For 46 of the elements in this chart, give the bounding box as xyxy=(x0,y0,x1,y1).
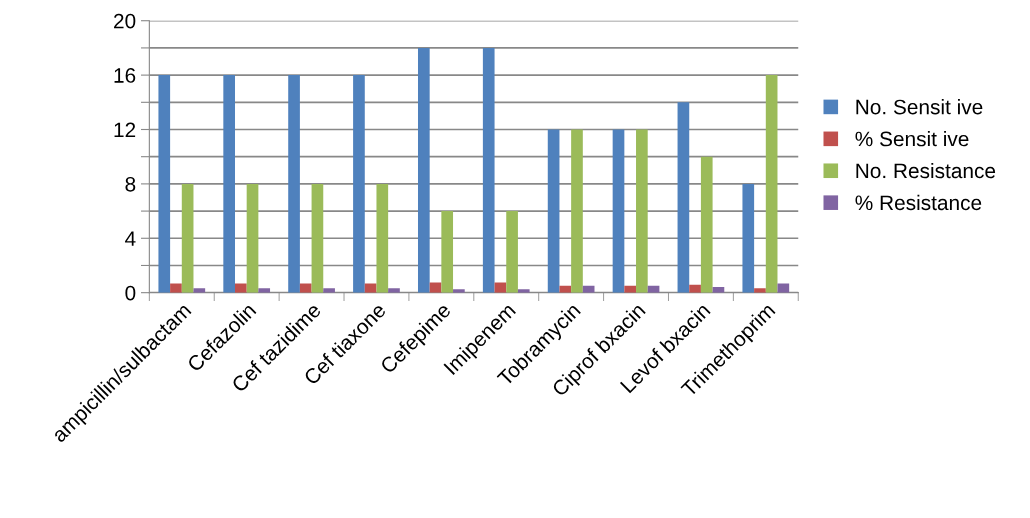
bar xyxy=(246,183,259,293)
bar xyxy=(754,288,766,293)
bar xyxy=(612,129,625,293)
y-tick-label: 16 xyxy=(114,68,136,83)
bar xyxy=(158,75,171,293)
legend-label: No. Sensit ive xyxy=(856,99,983,115)
bar xyxy=(624,285,637,293)
bar xyxy=(258,288,271,293)
bar xyxy=(170,283,182,293)
y-tick-label: 4 xyxy=(125,231,136,246)
bar xyxy=(636,129,648,293)
bar xyxy=(388,288,400,293)
legend-label: No. Resistance xyxy=(856,162,996,179)
legend-label: % Resistance xyxy=(855,194,982,211)
bar xyxy=(193,288,206,293)
bar xyxy=(689,284,701,293)
bar xyxy=(441,211,454,293)
bar xyxy=(453,289,465,293)
legend-label: % Sensit ive xyxy=(855,131,969,147)
bar xyxy=(417,47,430,293)
bar xyxy=(517,289,530,293)
y-tick-label: 8 xyxy=(125,176,136,192)
bar xyxy=(506,211,518,293)
bar xyxy=(677,102,690,293)
bar xyxy=(742,183,755,293)
y-tick-label: 20 xyxy=(114,13,136,29)
bar xyxy=(547,129,560,293)
y-tick-label: 0 xyxy=(125,285,136,301)
bar xyxy=(311,183,324,293)
bar xyxy=(494,282,507,293)
bar xyxy=(765,75,778,293)
bar xyxy=(323,288,335,293)
bar xyxy=(288,75,300,293)
bar xyxy=(299,283,312,293)
bar xyxy=(700,156,713,293)
bar xyxy=(777,283,790,293)
bar xyxy=(482,47,495,293)
bar xyxy=(429,282,442,293)
bar xyxy=(376,183,389,293)
bar xyxy=(559,285,572,293)
bar xyxy=(223,75,235,293)
bar xyxy=(181,183,194,293)
bar xyxy=(571,129,583,293)
bar xyxy=(235,283,247,293)
y-tick-label: 12 xyxy=(114,122,136,138)
bar xyxy=(353,75,365,293)
